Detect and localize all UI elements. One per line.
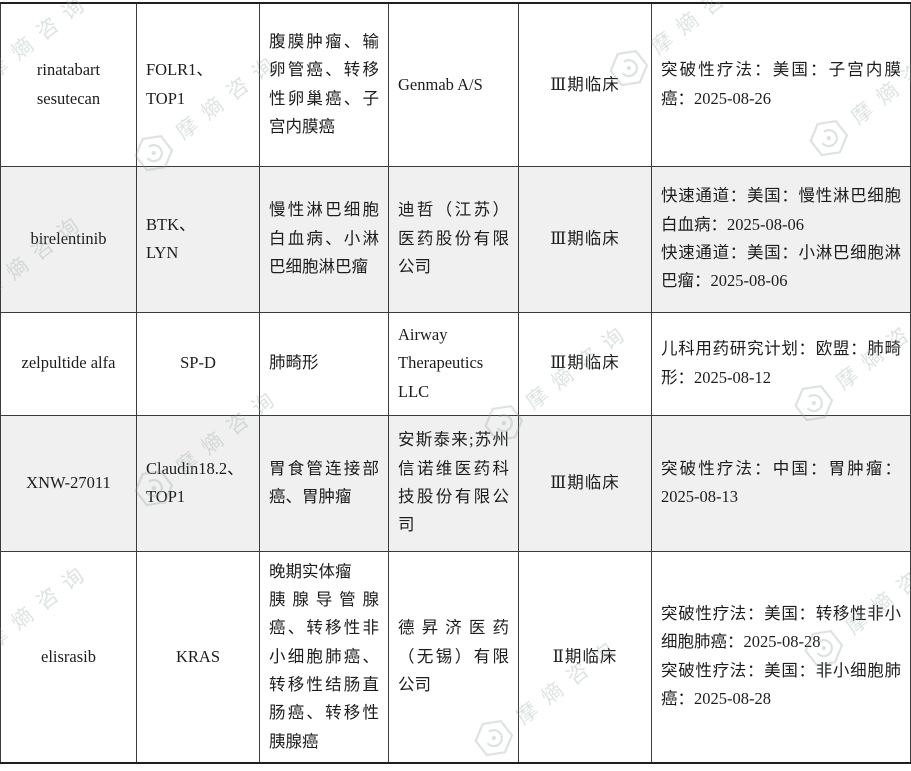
cell-indications: 晚期实体瘤胰腺导管腺癌、转移性非小细胞肺癌、转移性结肠直肠癌、转移性胰腺癌 [259,550,389,764]
table-row: XNW-27011 Claudin18.2、 TOP1 胃食管连接部癌、胃肿瘤 安… [0,414,911,552]
cell-company: 迪哲（江苏）医药股份有限公司 [388,165,519,313]
cell-targets: Claudin18.2、 TOP1 [136,414,260,552]
cell-phase: Ⅲ期临床 [518,2,652,167]
cell-drug-name: XNW-27011 [0,414,137,552]
cell-designations: 突破性疗法：美国：子宫内膜癌：2025-08-26 [651,2,911,167]
cell-indications: 慢性淋巴细胞白血病、小淋巴细胞淋巴瘤 [259,165,389,313]
designation-entry: 快速通道：美国：慢性淋巴细胞白血病：2025-08-06 [661,186,901,234]
designation-entry: 突破性疗法：美国：非小细胞肺癌：2025-08-28 [661,660,901,709]
designation-entry: 儿科用药研究计划：欧盟：肺畸形：2025-08-12 [661,339,901,387]
designation-entry: 突破性疗法：美国：子宫内膜癌：2025-08-26 [661,60,901,108]
cell-targets: BTK、 LYN [136,165,260,313]
indication-paragraph: 腹膜肿瘤、输卵管癌、转移性卵巢癌、子宫内膜癌 [269,32,379,137]
target-line: KRAS [175,646,220,666]
cell-indications: 腹膜肿瘤、输卵管癌、转移性卵巢癌、子宫内膜癌 [259,2,389,167]
target-line: TOP1 [146,487,186,506]
table-row: elisrasib KRAS 晚期实体瘤胰腺导管腺癌、转移性非小细胞肺癌、转移性… [0,550,911,764]
target-line: LYN [146,243,179,262]
cell-designations: 突破性疗法：美国：转移性非小细胞肺癌：2025-08-28 突破性疗法：美国：非小… [651,550,911,764]
designation-entry: 突破性疗法：中国：胃肿瘤：2025-08-13 [661,458,901,506]
indication-paragraph: 肺畸形 [269,353,319,373]
cell-company: Airway Therapeutics LLC [388,311,519,416]
indication-paragraph: 胃食管连接部癌、胃肿瘤 [269,458,379,506]
indication-paragraph: 慢性淋巴细胞白血病、小淋巴细胞淋巴瘤 [269,200,379,277]
cell-drug-name: rinatabart sesutecan [0,2,137,167]
indication-paragraph: 晚期实体瘤 [269,561,352,581]
cell-phase: Ⅲ期临床 [518,311,652,416]
cell-targets: KRAS [136,550,260,764]
cell-drug-name: zelpultide alfa [0,311,137,416]
target-line: FOLR1、 [146,60,213,80]
table-row: birelentinib BTK、 LYN 慢性淋巴细胞白血病、小淋巴细胞淋巴瘤 … [0,165,911,313]
table-row: rinatabart sesutecan FOLR1、 TOP1 腹膜肿瘤、输卵管… [0,2,911,167]
cell-targets: FOLR1、 TOP1 [136,2,260,167]
cell-targets: SP-D [136,311,260,416]
target-line: BTK、 [146,214,196,234]
cell-company: Genmab A/S [388,2,519,167]
cell-phase: Ⅲ期临床 [518,165,652,313]
cell-drug-name: birelentinib [0,165,137,313]
cell-designations: 快速通道：美国：慢性淋巴细胞白血病：2025-08-06 快速通道：美国：小淋巴细… [651,165,911,313]
target-line: SP-D [180,353,216,373]
target-line: Claudin18.2、 [146,458,244,478]
indication-paragraph: 胰腺导管腺癌、转移性非小细胞肺癌、转移性结肠直肠癌、转移性胰腺癌 [269,589,379,751]
cell-company: 德昇济医药（无锡）有限公司 [388,550,519,764]
cell-drug-name: elisrasib [0,550,137,764]
target-line: TOP1 [146,88,186,108]
cell-phase: Ⅲ期临床 [518,414,652,552]
cell-designations: 儿科用药研究计划：欧盟：肺畸形：2025-08-12 [651,311,911,416]
designation-entry: 突破性疗法：美国：转移性非小细胞肺癌：2025-08-28 [661,604,901,652]
cell-indications: 胃食管连接部癌、胃肿瘤 [259,414,389,552]
cell-designations: 突破性疗法：中国：胃肿瘤：2025-08-13 [651,414,911,552]
designation-entry: 快速通道：美国：小淋巴细胞淋巴瘤：2025-08-06 [661,243,901,291]
cell-phase: Ⅱ期临床 [518,550,652,764]
table-row: zelpultide alfa SP-D 肺畸形 Airway Therapeu… [0,311,911,416]
cell-indications: 肺畸形 [259,311,389,416]
cell-company: 安斯泰来;苏州信诺维医药科技股份有限公司 [388,414,519,552]
